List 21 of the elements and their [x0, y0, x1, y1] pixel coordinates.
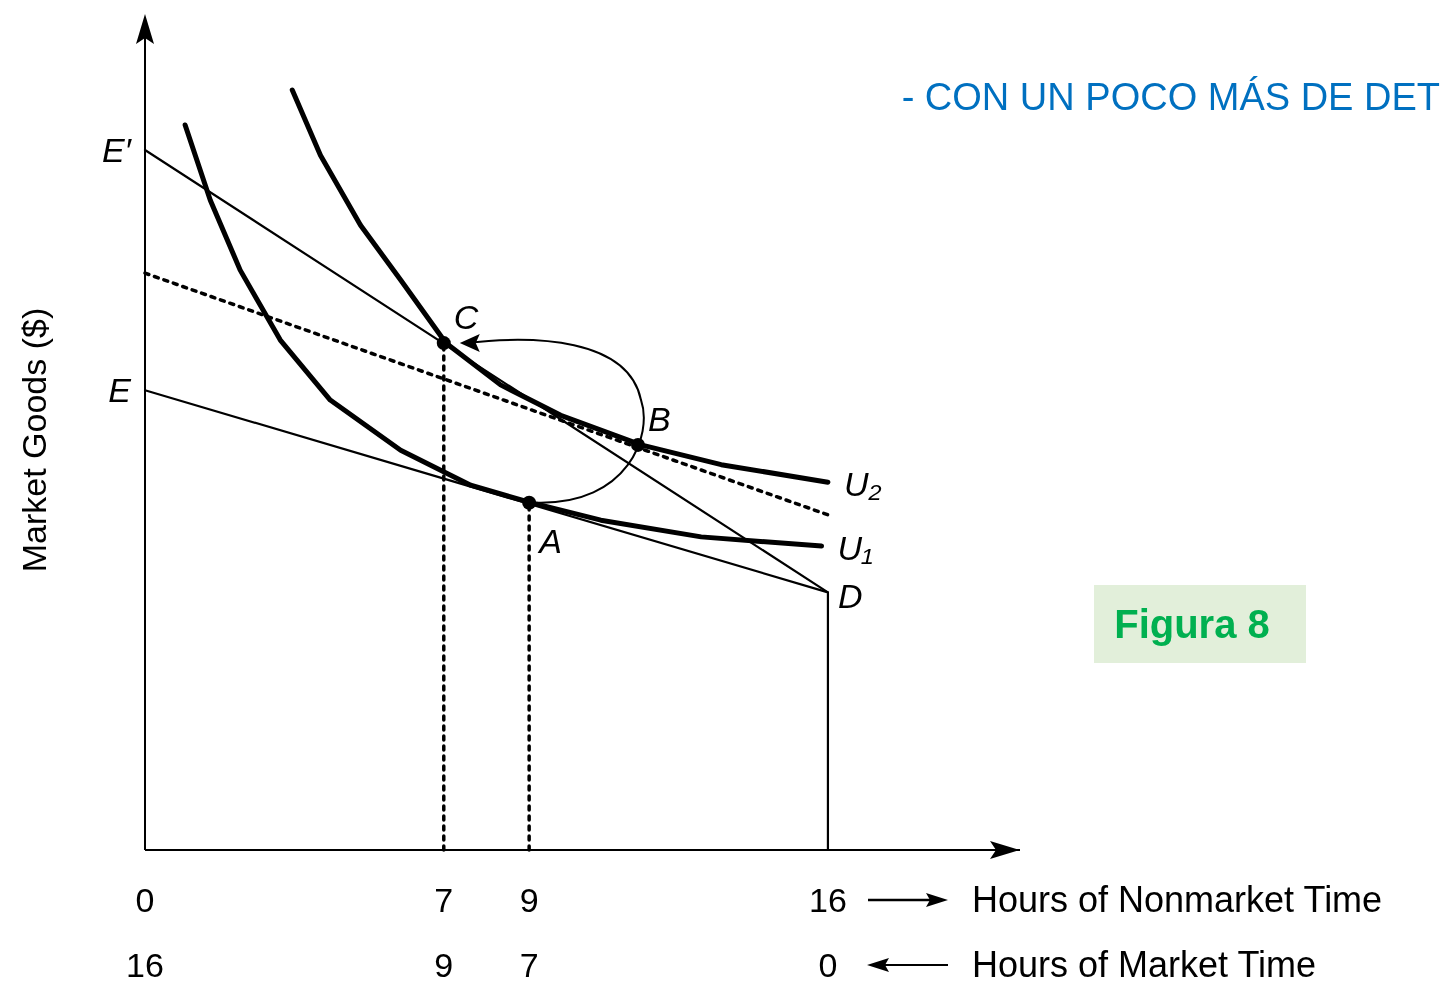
x2-tick-label: 0: [818, 946, 838, 984]
x-tick-label: 9: [519, 881, 539, 919]
x-tick-label: 7: [434, 881, 454, 919]
annotation: D: [837, 577, 863, 616]
annotation: E: [108, 371, 132, 410]
annotation: B: [647, 399, 671, 438]
x-tick-label: 0: [135, 881, 155, 919]
text: - CON UN POCO MÁS DE DET: [901, 76, 1440, 118]
text: Figura 8: [1114, 602, 1270, 646]
x-tick-label: 16: [809, 881, 847, 919]
y-axis-title: Market Goods ($): [15, 307, 53, 573]
x2-axis-title: Hours of Market Time: [972, 944, 1317, 985]
annotation: C: [453, 298, 479, 337]
x2-tick-label: 16: [126, 946, 164, 984]
x2-tick-label: 7: [519, 946, 539, 984]
series-label: U₁: [837, 529, 873, 567]
x-axis-title: Hours of Nonmarket Time: [972, 879, 1383, 920]
x2-tick-label: 9: [434, 946, 454, 984]
annotation: E′: [101, 131, 133, 170]
annotation: A: [537, 521, 562, 560]
series-label: U₂: [843, 465, 882, 504]
